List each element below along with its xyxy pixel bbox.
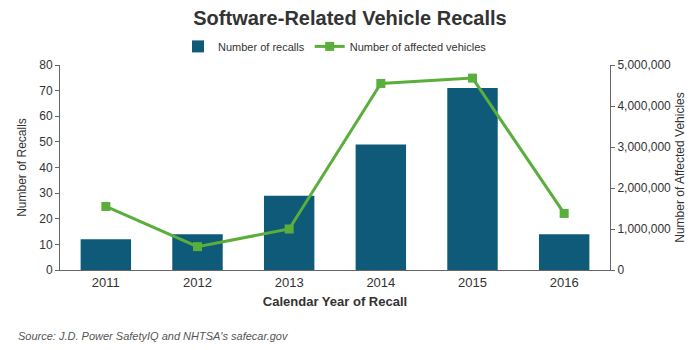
svg-text:Source: J.D. Power SafetyIQ an: Source: J.D. Power SafetyIQ and NHTSA's … <box>18 330 289 342</box>
svg-text:Software-Related Vehicle Recal: Software-Related Vehicle Recalls <box>193 7 506 29</box>
svg-text:Calendar Year of Recall: Calendar Year of Recall <box>263 294 407 309</box>
svg-text:2015: 2015 <box>458 275 487 290</box>
svg-text:20: 20 <box>39 212 53 226</box>
svg-text:Number of affected vehicles: Number of affected vehicles <box>350 41 487 53</box>
svg-text:3,000,000: 3,000,000 <box>617 140 671 154</box>
svg-text:2011: 2011 <box>92 275 120 290</box>
svg-text:Number of recalls: Number of recalls <box>218 41 305 53</box>
svg-text:4,000,000: 4,000,000 <box>617 99 671 113</box>
svg-text:Number of Affected Vehicles: Number of Affected Vehicles <box>673 92 687 243</box>
svg-text:80: 80 <box>39 58 53 72</box>
svg-text:0: 0 <box>46 263 53 277</box>
svg-text:30: 30 <box>39 186 53 200</box>
svg-text:70: 70 <box>39 84 53 98</box>
svg-text:1,000,000: 1,000,000 <box>617 222 671 236</box>
svg-text:10: 10 <box>39 238 53 252</box>
svg-text:60: 60 <box>39 109 53 123</box>
svg-text:5,000,000: 5,000,000 <box>617 58 671 72</box>
svg-text:Number of Recalls: Number of Recalls <box>15 118 29 217</box>
svg-text:2014: 2014 <box>366 275 395 290</box>
svg-text:40: 40 <box>39 161 53 175</box>
svg-text:0: 0 <box>617 263 624 277</box>
svg-text:50: 50 <box>39 135 53 149</box>
svg-text:2016: 2016 <box>550 275 579 290</box>
svg-text:2012: 2012 <box>183 275 212 290</box>
svg-text:2013: 2013 <box>275 275 304 290</box>
svg-text:2,000,000: 2,000,000 <box>617 181 671 195</box>
